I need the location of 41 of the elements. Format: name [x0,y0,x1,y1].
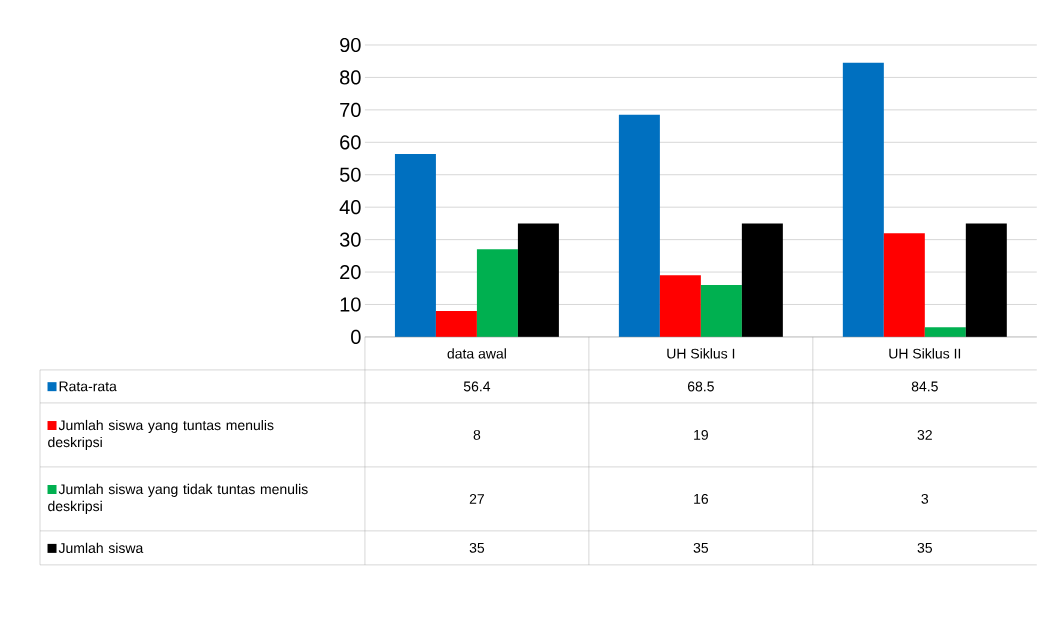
bar [924,327,966,337]
data-label: 19 [694,430,708,440]
bar [618,114,660,337]
y-tick-label: 0 [351,329,361,345]
y-tick-label: 20 [340,265,361,280]
x-tick-label: UH Siklus II [889,348,961,359]
y-tick-label: 50 [339,167,361,182]
x-tick-label: UH Siklus I [667,348,735,359]
legend-label: Jumlah siswa yang tuntas menulis deskripsi [48,419,274,450]
legend-label: Jumlah siswa yang tidak tuntas menulis deskripsi [48,483,308,514]
y-tick-label: 30 [339,232,361,247]
x-tick-label: data awal [447,348,506,359]
bar [394,154,436,337]
bar [700,285,742,337]
bar [476,249,518,337]
bar [842,62,884,337]
data-label: 84.5 [911,381,938,392]
bar [517,223,559,337]
bar [435,311,477,337]
y-tick-label: 40 [339,200,361,215]
bar [741,223,783,337]
bar [883,233,925,337]
data-label: 56.4 [463,381,491,392]
data-label: 16 [694,493,709,504]
data-label: 68.5 [687,381,714,392]
y-tick-label: 80 [340,70,361,85]
data-label: 35 [693,542,709,553]
y-tick-label: 10 [340,297,361,312]
data-label: 3 [921,493,929,504]
data-label: 35 [469,542,485,553]
legend-label: Rata-rata [59,381,117,392]
y-tick-label: 90 [340,37,361,53]
y-tick-label: 60 [340,135,361,150]
data-label: 32 [917,430,932,440]
legend-label: Jumlah siswa [58,542,144,554]
data-label: 27 [469,494,484,504]
y-tick-label: 70 [340,102,361,118]
data-label: 35 [917,542,933,553]
bar [965,223,1007,337]
data-label: 8 [473,430,481,440]
bar [659,275,701,337]
